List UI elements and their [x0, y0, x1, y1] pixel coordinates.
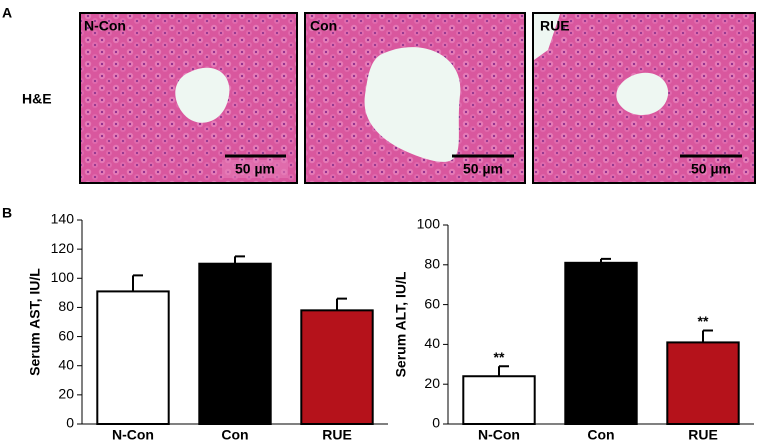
scale-label: 50 µm — [463, 161, 503, 177]
significance-label: ** — [698, 313, 709, 329]
scale-label: 50 µm — [691, 161, 731, 177]
y-tick-label: 60 — [58, 327, 74, 343]
y-tick-label: 20 — [58, 386, 74, 402]
y-tick-label: 40 — [424, 335, 440, 351]
stain-label: H&E — [22, 91, 52, 107]
y-axis-label: Serum ALT, IU/L — [393, 271, 409, 377]
bar — [198, 262, 272, 426]
y-tick-label: 20 — [424, 375, 440, 391]
error-bar — [234, 255, 245, 264]
bar — [564, 261, 638, 425]
bar — [96, 290, 170, 425]
image-label: RUE — [540, 18, 570, 34]
x-tick-label: N-Con — [478, 427, 520, 443]
image-label: N-Con — [84, 18, 126, 34]
significance-label: ** — [494, 349, 505, 365]
y-tick-label: 100 — [417, 216, 441, 232]
x-tick-label: N-Con — [112, 427, 154, 443]
panel-label: A — [2, 5, 12, 21]
x-tick-label: Con — [587, 427, 614, 443]
error-bar — [600, 257, 611, 263]
y-tick-label: 0 — [66, 415, 74, 431]
scale-label: 50 µm — [235, 161, 275, 177]
y-tick-label: 100 — [51, 269, 75, 285]
histology-2: Con 50 µm — [304, 12, 526, 184]
y-tick-label: 120 — [51, 240, 75, 256]
y-tick-label: 40 — [58, 356, 74, 372]
error-bar — [498, 365, 509, 377]
error-bar — [702, 329, 713, 343]
error-bar — [132, 274, 143, 292]
x-tick-label: RUE — [322, 427, 352, 443]
x-tick-label: RUE — [688, 427, 718, 443]
y-tick-label: 60 — [424, 295, 440, 311]
y-tick-label: 80 — [58, 298, 74, 314]
histology-3: RUE 50 µm — [532, 12, 756, 184]
panel-label: B — [2, 205, 12, 221]
y-axis-label: Serum AST, IU/L — [27, 268, 43, 376]
histology-1: N-Con 50 µm — [79, 12, 298, 184]
y-tick-label: 140 — [51, 211, 75, 227]
image-label: Con — [310, 18, 337, 34]
y-tick-label: 80 — [424, 256, 440, 272]
x-tick-label: Con — [221, 427, 248, 443]
y-tick-label: 0 — [432, 415, 440, 431]
bar — [666, 341, 740, 425]
bar — [462, 375, 536, 425]
error-bar — [336, 297, 347, 311]
bar — [300, 309, 374, 426]
